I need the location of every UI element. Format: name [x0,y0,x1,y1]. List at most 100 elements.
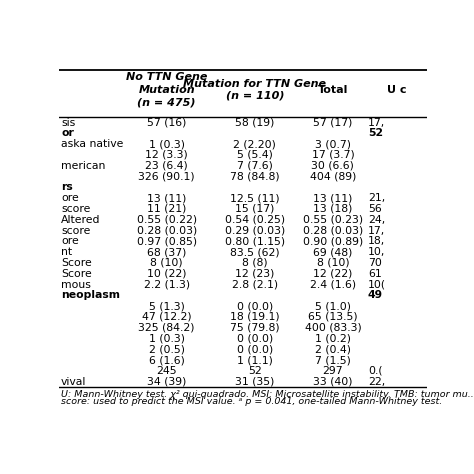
Text: 11 (21): 11 (21) [147,204,186,214]
Text: 0 (0.0): 0 (0.0) [237,301,273,311]
Text: 15 (17): 15 (17) [235,204,274,214]
Text: 0.80 (1.15): 0.80 (1.15) [225,237,285,246]
Text: 69 (48): 69 (48) [313,247,353,257]
Text: Mutation for TTN Gene
(n = 110): Mutation for TTN Gene (n = 110) [183,79,327,101]
Text: 83.5 (62): 83.5 (62) [230,247,280,257]
Text: 2.2 (1.3): 2.2 (1.3) [144,280,190,290]
Text: aska native: aska native [61,139,123,149]
Text: 8 (10): 8 (10) [317,258,349,268]
Text: 52: 52 [248,366,262,376]
Text: 2.8 (2.1): 2.8 (2.1) [232,280,278,290]
Text: 0.(: 0.( [368,366,383,376]
Text: 10,: 10, [368,247,385,257]
Text: 1 (1.1): 1 (1.1) [237,355,273,365]
Text: 22,: 22, [368,377,385,387]
Text: Altered: Altered [61,215,100,225]
Text: ore: ore [61,193,79,203]
Text: 5 (5.4): 5 (5.4) [237,150,273,160]
Text: 68 (37): 68 (37) [147,247,186,257]
Text: 12 (22): 12 (22) [313,269,353,279]
Text: 5 (1.0): 5 (1.0) [315,301,351,311]
Text: score: used to predict the MSI value. ᵃ p = 0.041, one-tailed Mann-Whitney test.: score: used to predict the MSI value. ᵃ … [61,397,442,406]
Text: 57 (16): 57 (16) [147,118,186,128]
Text: 12.5 (11): 12.5 (11) [230,193,280,203]
Text: 13 (11): 13 (11) [147,193,186,203]
Text: 17 (3.7): 17 (3.7) [311,150,354,160]
Text: 24,: 24, [368,215,385,225]
Text: 7 (7.6): 7 (7.6) [237,161,273,171]
Text: 0.29 (0.03): 0.29 (0.03) [225,226,285,236]
Text: 18 (19.1): 18 (19.1) [230,312,280,322]
Text: 30 (6.6): 30 (6.6) [311,161,355,171]
Text: 8 (10): 8 (10) [150,258,183,268]
Text: 0.90 (0.89): 0.90 (0.89) [303,237,363,246]
Text: 10(: 10( [368,280,386,290]
Text: Score: Score [61,258,92,268]
Text: ore: ore [61,237,79,246]
Text: mous: mous [61,280,91,290]
Text: score: score [61,204,91,214]
Text: 17,: 17, [368,118,385,128]
Text: 34 (39): 34 (39) [147,377,186,387]
Text: 0.55 (0.23): 0.55 (0.23) [303,215,363,225]
Text: 12 (23): 12 (23) [235,269,274,279]
Text: 1 (0.3): 1 (0.3) [149,139,185,149]
Text: 52: 52 [368,128,383,138]
Text: nt: nt [61,247,72,257]
Text: 0.97 (0.85): 0.97 (0.85) [137,237,197,246]
Text: 8 (8): 8 (8) [242,258,268,268]
Text: merican: merican [61,161,105,171]
Text: Total: Total [318,85,348,95]
Text: 326 (90.1): 326 (90.1) [138,172,195,182]
Text: 404 (89): 404 (89) [310,172,356,182]
Text: 10 (22): 10 (22) [147,269,186,279]
Text: neoplasm: neoplasm [61,291,120,301]
Text: 18,: 18, [368,237,385,246]
Text: 0.54 (0.25): 0.54 (0.25) [225,215,285,225]
Text: 1 (0.3): 1 (0.3) [149,334,185,344]
Text: 245: 245 [156,366,177,376]
Text: 297: 297 [323,366,343,376]
Text: 61: 61 [368,269,382,279]
Text: 3 (0.7): 3 (0.7) [315,139,351,149]
Text: 17,: 17, [368,226,385,236]
Text: U: Mann-Whitney test. χ² qui-quadrado. MSI: Microsatellite instability. TMB: tum: U: Mann-Whitney test. χ² qui-quadrado. M… [61,390,474,399]
Text: 56: 56 [368,204,382,214]
Text: 2 (0.5): 2 (0.5) [149,345,185,355]
Text: 2 (2.20): 2 (2.20) [233,139,276,149]
Text: 400 (83.3): 400 (83.3) [305,323,361,333]
Text: Score: Score [61,269,92,279]
Text: 0.28 (0.03): 0.28 (0.03) [303,226,363,236]
Text: 75 (79.8): 75 (79.8) [230,323,280,333]
Text: or: or [61,128,74,138]
Text: 57 (17): 57 (17) [313,118,353,128]
Text: 0 (0.0): 0 (0.0) [237,345,273,355]
Text: 49: 49 [368,291,383,301]
Text: 13 (11): 13 (11) [313,193,353,203]
Text: U c: U c [386,85,406,95]
Text: 58 (19): 58 (19) [235,118,274,128]
Text: 78 (84.8): 78 (84.8) [230,172,280,182]
Text: 70: 70 [368,258,382,268]
Text: 2.4 (1.6): 2.4 (1.6) [310,280,356,290]
Text: 13 (18): 13 (18) [313,204,353,214]
Text: 6 (1.6): 6 (1.6) [149,355,185,365]
Text: sis: sis [61,118,75,128]
Text: 7 (1.5): 7 (1.5) [315,355,351,365]
Text: score: score [61,226,91,236]
Text: 31 (35): 31 (35) [235,377,274,387]
Text: 65 (13.5): 65 (13.5) [308,312,358,322]
Text: 0 (0.0): 0 (0.0) [237,334,273,344]
Text: 47 (12.2): 47 (12.2) [142,312,191,322]
Text: 21,: 21, [368,193,385,203]
Text: 12 (3.3): 12 (3.3) [146,150,188,160]
Text: vival: vival [61,377,86,387]
Text: 33 (40): 33 (40) [313,377,353,387]
Text: No TTN Gene
Mutation
(n = 475): No TTN Gene Mutation (n = 475) [126,73,208,107]
Text: 0.28 (0.03): 0.28 (0.03) [137,226,197,236]
Text: 1 (0.2): 1 (0.2) [315,334,351,344]
Text: 23 (6.4): 23 (6.4) [146,161,188,171]
Text: 5 (1.3): 5 (1.3) [149,301,185,311]
Text: 325 (84.2): 325 (84.2) [138,323,195,333]
Text: 0.55 (0.22): 0.55 (0.22) [137,215,197,225]
